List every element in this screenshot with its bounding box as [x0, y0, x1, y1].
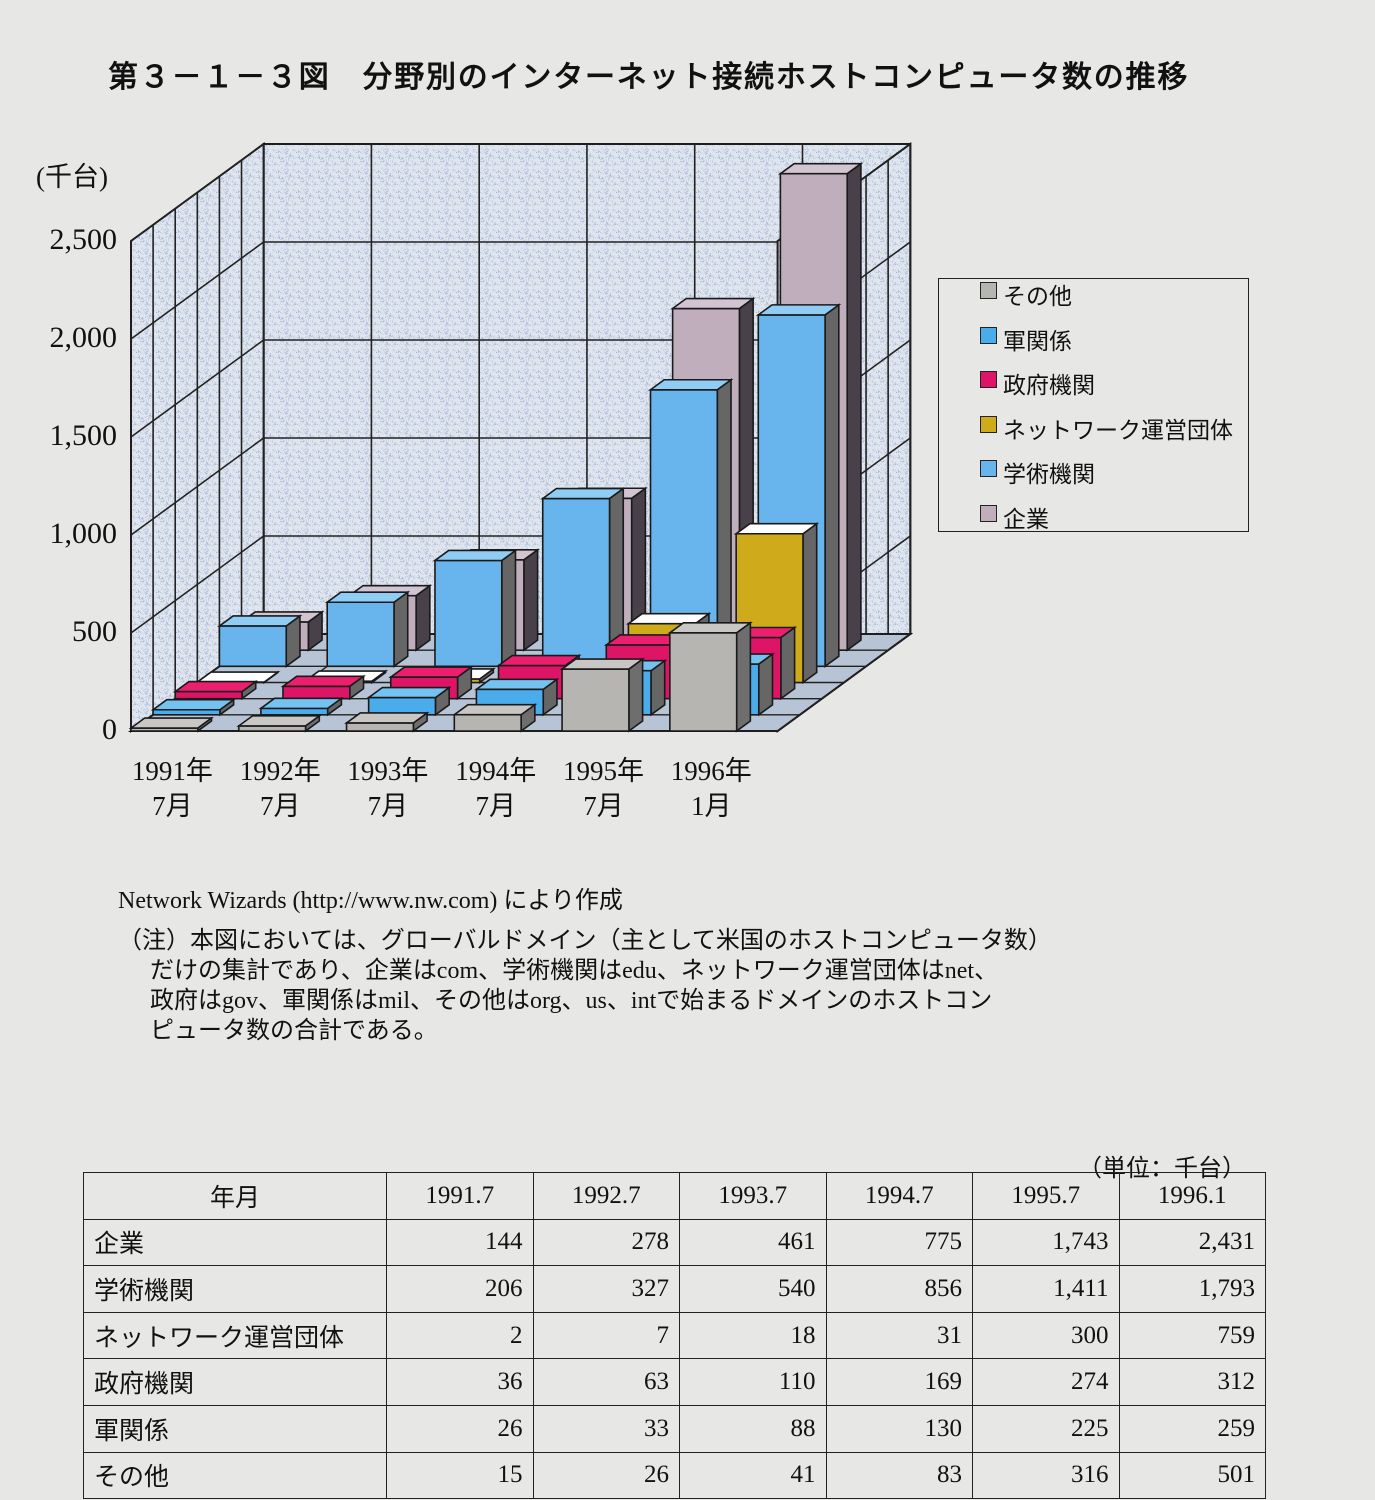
svg-text:7月: 7月	[152, 791, 193, 821]
svg-text:7月: 7月	[260, 791, 301, 821]
svg-text:2,500: 2,500	[50, 223, 118, 256]
svg-text:1,500: 1,500	[50, 419, 118, 452]
svg-text:1993年: 1993年	[347, 756, 428, 786]
svg-text:1,000: 1,000	[50, 517, 118, 550]
svg-text:1992年: 1992年	[240, 756, 321, 786]
svg-text:1996年: 1996年	[671, 756, 752, 786]
svg-text:(千台): (千台)	[36, 162, 108, 192]
svg-text:1995年: 1995年	[563, 756, 644, 786]
svg-text:2,000: 2,000	[50, 321, 118, 354]
svg-text:7月: 7月	[368, 791, 409, 821]
svg-text:7月: 7月	[475, 791, 516, 821]
svg-text:500: 500	[72, 615, 117, 648]
svg-text:1994年: 1994年	[455, 756, 536, 786]
svg-text:1月: 1月	[691, 791, 732, 821]
svg-text:0: 0	[102, 713, 117, 746]
svg-text:7月: 7月	[583, 791, 624, 821]
svg-text:1991年: 1991年	[132, 756, 213, 786]
